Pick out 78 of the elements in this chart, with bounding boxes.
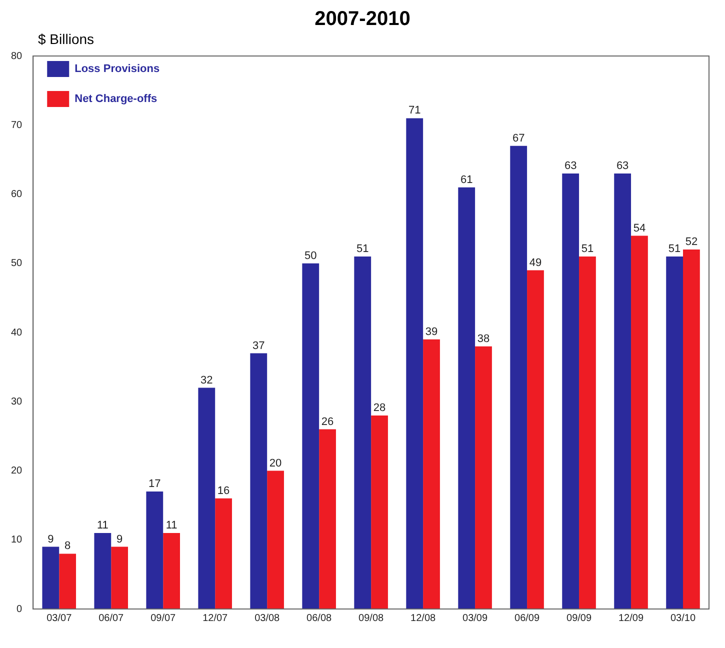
bar <box>215 498 232 609</box>
y-tick-label: 40 <box>11 327 23 338</box>
legend-label: Net Charge-offs <box>74 93 158 106</box>
data-label: 63 <box>564 160 577 172</box>
bar <box>111 546 128 609</box>
x-tick-label: 06/09 <box>514 612 540 624</box>
data-label: 16 <box>217 484 230 497</box>
data-label: 52 <box>685 236 698 248</box>
data-label: 8 <box>64 540 71 552</box>
x-tick-label: 09/09 <box>566 612 592 624</box>
x-tick-label: 03/10 <box>670 612 696 624</box>
data-label: 28 <box>373 402 386 414</box>
data-label: 37 <box>252 340 265 352</box>
data-label: 51 <box>668 242 681 255</box>
x-tick-label: 12/07 <box>202 612 228 624</box>
bar <box>406 118 424 609</box>
x-tick-label: 09/07 <box>150 612 176 624</box>
bar <box>683 250 700 609</box>
data-label: 20 <box>269 457 282 470</box>
x-tick-label: 06/07 <box>98 612 124 624</box>
data-label: 49 <box>529 256 542 269</box>
data-label: 61 <box>460 174 473 186</box>
x-tick-label: 03/09 <box>462 612 488 624</box>
data-label: 26 <box>321 416 334 428</box>
bar <box>59 554 76 609</box>
data-label: 39 <box>425 326 438 338</box>
bar <box>475 346 492 609</box>
data-label: 63 <box>616 160 629 172</box>
data-label: 38 <box>477 332 490 345</box>
bar <box>371 415 388 609</box>
bar <box>250 353 268 609</box>
data-label: 17 <box>148 478 161 490</box>
data-label: 71 <box>408 104 421 117</box>
bar <box>562 174 580 609</box>
bar <box>614 174 632 609</box>
x-tick-label: 03/07 <box>46 612 72 624</box>
data-label: 11 <box>166 519 178 532</box>
bar <box>146 491 164 609</box>
bar <box>267 470 284 609</box>
x-tick-label: 09/08 <box>358 612 384 624</box>
bar <box>423 339 440 609</box>
bar <box>527 270 544 609</box>
y-axis-title: $ Billions <box>38 31 96 47</box>
bar <box>458 187 476 609</box>
data-label: 11 <box>96 519 108 532</box>
y-tick-label: 70 <box>11 120 23 131</box>
bar <box>198 388 216 609</box>
bar <box>631 236 648 609</box>
x-tick-label: 12/08 <box>410 612 436 624</box>
bar <box>94 532 112 609</box>
y-tick-label: 0 <box>16 604 23 615</box>
chart-title: 2007-2010 <box>314 8 412 31</box>
y-tick-label: 20 <box>11 466 23 476</box>
bar <box>666 256 684 609</box>
y-tick-label: 10 <box>11 534 23 546</box>
data-label: 9 <box>48 533 54 546</box>
bar <box>163 532 180 609</box>
data-label: 51 <box>581 242 594 255</box>
bar <box>354 256 372 609</box>
data-label: 50 <box>304 250 317 262</box>
y-tick-label: 80 <box>11 50 23 62</box>
y-tick-label: 60 <box>11 189 23 200</box>
bar <box>319 429 336 609</box>
data-label: 67 <box>512 132 525 144</box>
data-label: 9 <box>116 533 123 546</box>
bar <box>42 546 60 609</box>
y-tick-label: 50 <box>11 258 23 270</box>
data-label: 32 <box>200 374 213 386</box>
x-tick-label: 06/08 <box>306 612 332 624</box>
x-tick-label: 03/08 <box>254 612 280 624</box>
data-label: 51 <box>356 242 369 255</box>
data-label: 54 <box>633 222 646 234</box>
bar <box>579 256 596 609</box>
bar <box>510 146 528 609</box>
bar <box>302 263 320 609</box>
legend-label: Loss Provisions <box>74 63 160 76</box>
y-tick-label: 30 <box>11 396 23 408</box>
x-tick-label: 12/09 <box>618 612 644 624</box>
